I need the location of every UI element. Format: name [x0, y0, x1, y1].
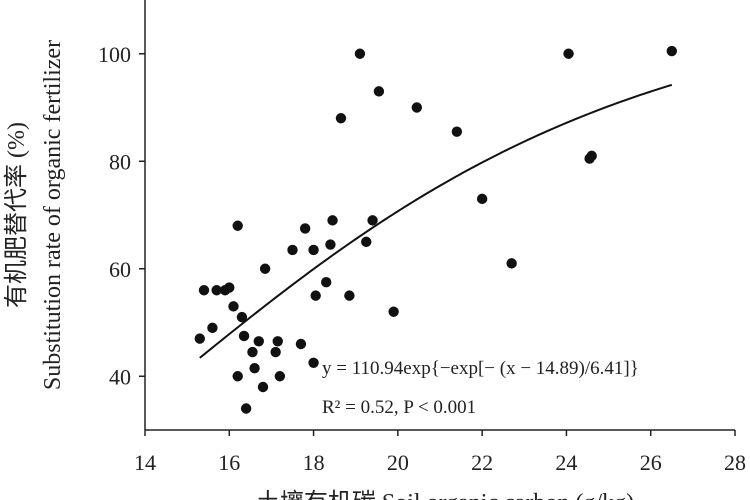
- data-point: [666, 45, 677, 57]
- x-tick-label: 18: [303, 450, 325, 475]
- data-point: [361, 236, 372, 248]
- data-point: [232, 220, 243, 231]
- data-point: [238, 330, 250, 342]
- y-tick-label: 60: [109, 257, 131, 282]
- data-point: [367, 215, 378, 226]
- data-point: [335, 113, 347, 124]
- data-point: [253, 336, 264, 347]
- data-point: [270, 346, 281, 358]
- data-point: [274, 371, 286, 382]
- data-point: [563, 48, 574, 59]
- fit-statistics: R² = 0.52, P < 0.001: [322, 397, 476, 418]
- data-point: [247, 346, 258, 358]
- y-axis-title-english: Substitution rate of organic fertilizer: [40, 40, 66, 390]
- x-tick-label: 14: [134, 450, 156, 475]
- x-tick-label: 22: [471, 450, 493, 475]
- data-point: [476, 193, 488, 205]
- data-point: [228, 301, 239, 312]
- data-point: [321, 276, 332, 288]
- x-tick-label: 28: [724, 450, 746, 475]
- data-point: [344, 290, 355, 301]
- data-point: [194, 333, 205, 344]
- data-point: [249, 362, 260, 374]
- x-tick-label: 24: [555, 450, 577, 475]
- data-point: [272, 336, 283, 347]
- data-point: [236, 311, 248, 323]
- ticks: 14 16 18 20 22 24 26 28 40 60 80 100: [98, 42, 746, 475]
- data-point: [308, 357, 319, 369]
- data-point: [373, 86, 385, 97]
- data-point: [325, 239, 336, 250]
- fit-curve-group: [199, 83, 673, 359]
- data-points: [194, 45, 677, 414]
- data-point: [198, 285, 210, 296]
- data-point: [388, 306, 399, 317]
- data-point: [207, 322, 218, 334]
- x-tick-label: 16: [218, 450, 240, 475]
- data-point: [411, 102, 423, 113]
- y-tick-label: 40: [109, 364, 131, 389]
- data-point: [295, 338, 307, 350]
- data-point: [224, 282, 235, 293]
- data-point: [506, 258, 517, 269]
- data-point: [308, 244, 319, 256]
- y-axis-title-chinese: 有机肥替代率 (%): [3, 122, 30, 308]
- data-point: [310, 290, 321, 301]
- axes: [144, 0, 735, 431]
- fit-equation: y = 110.94exp{−exp[− (x − 14.89)/6.41]}: [322, 358, 639, 379]
- data-point: [211, 285, 222, 296]
- data-point: [586, 150, 597, 162]
- data-point: [259, 263, 271, 274]
- data-point: [451, 126, 463, 137]
- axis-titles: 有机肥替代率 (%) Substitution rate of organic …: [3, 40, 634, 500]
- data-point: [287, 244, 298, 256]
- data-point: [354, 48, 366, 59]
- x-axis-title: 土壤有机碳 Soil organic carbon (g/kg): [256, 489, 634, 500]
- x-tick-label: 20: [387, 450, 409, 475]
- annotations: y = 110.94exp{−exp[− (x − 14.89)/6.41]} …: [322, 358, 639, 418]
- data-point: [299, 223, 311, 234]
- x-tick-label: 26: [640, 450, 662, 475]
- data-point: [240, 403, 252, 414]
- data-point: [327, 215, 338, 226]
- y-tick-label: 100: [98, 42, 131, 67]
- fit-curve: [199, 83, 673, 359]
- y-tick-label: 80: [109, 149, 131, 174]
- data-point: [257, 381, 269, 393]
- data-point: [232, 371, 243, 382]
